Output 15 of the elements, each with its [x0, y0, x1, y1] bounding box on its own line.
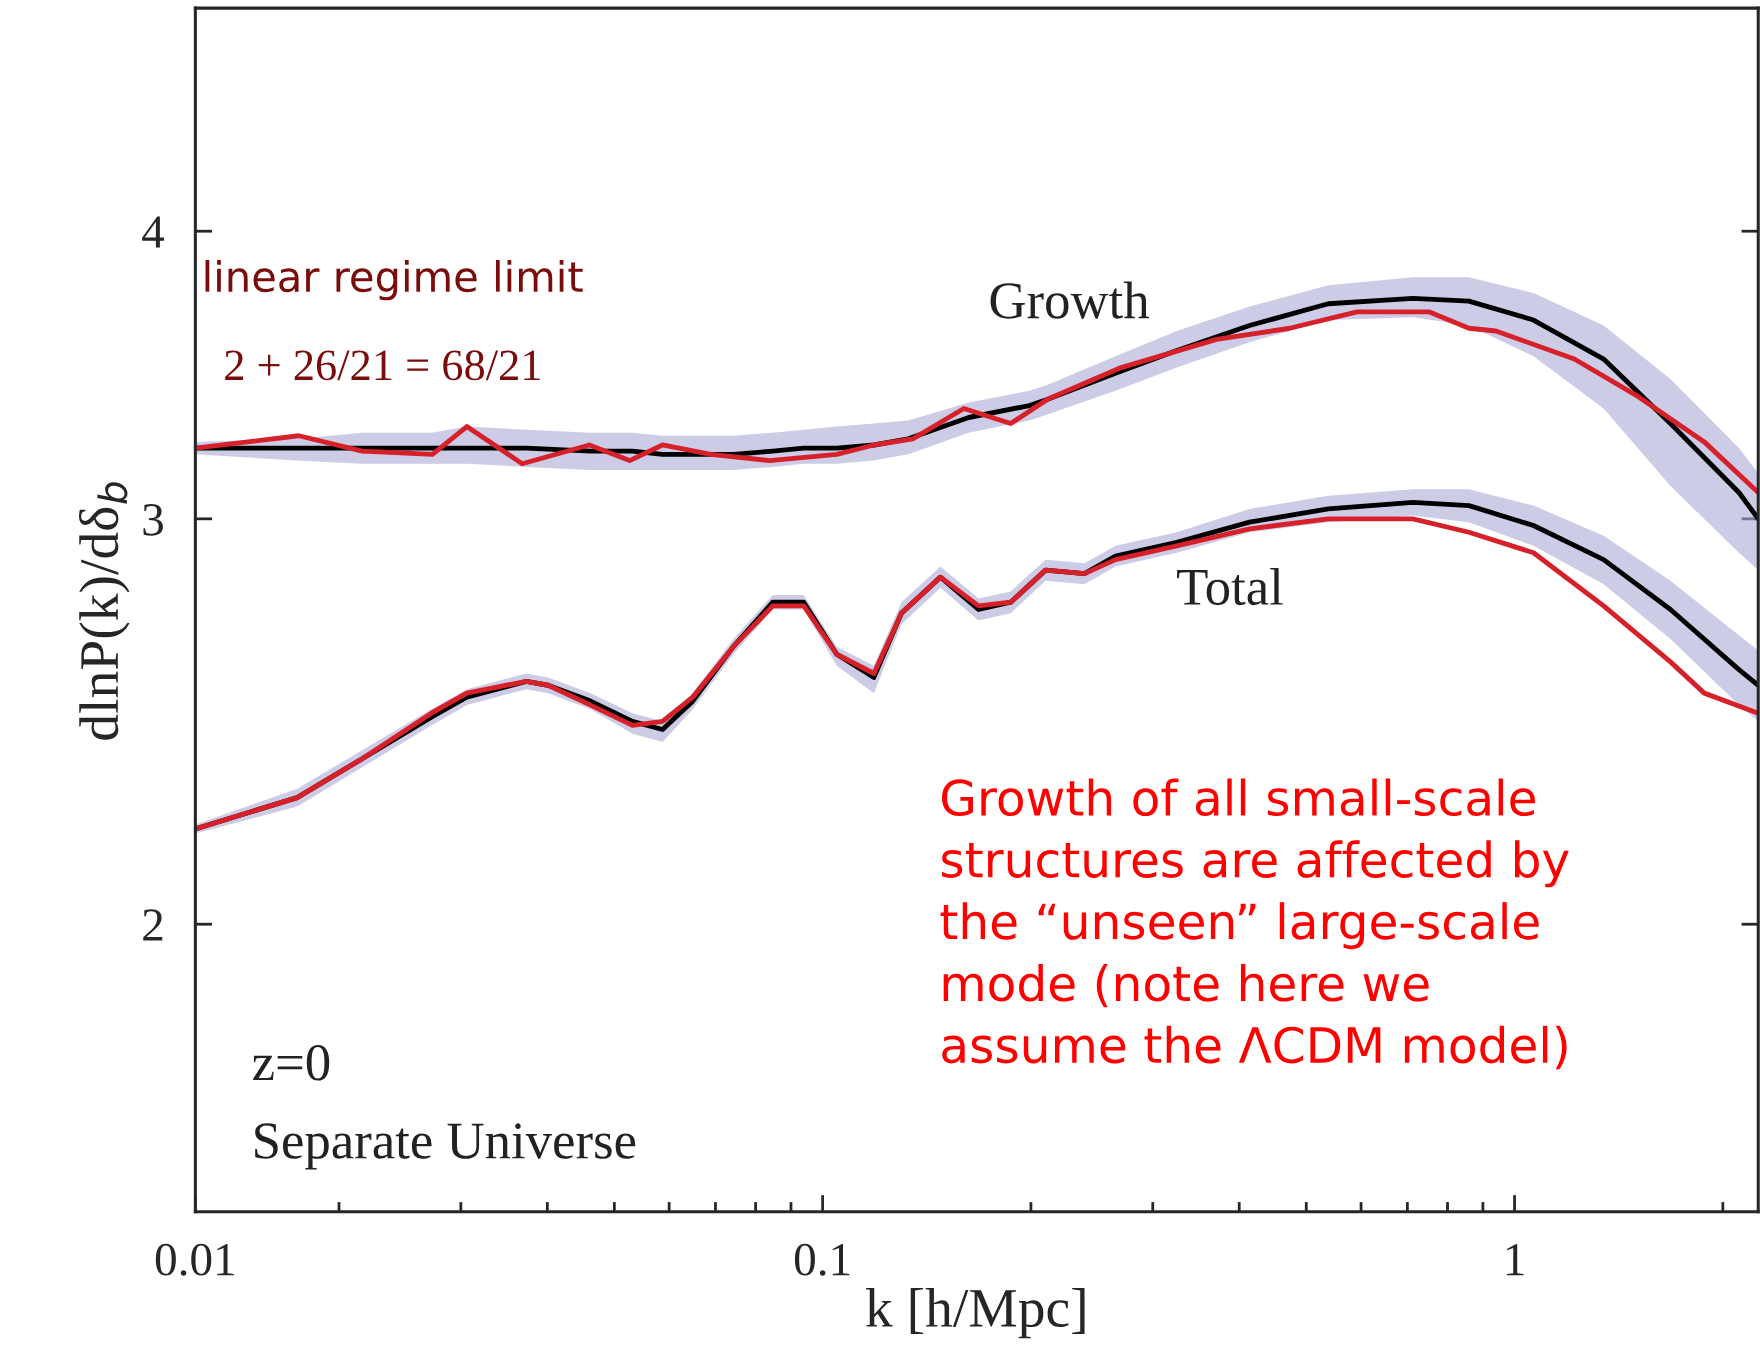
annotation: 2 + 26/21 = 68/21 — [225, 350, 540, 381]
annotation: Separate Universe — [255, 1123, 636, 1170]
y-tick-label: 3 — [143, 503, 163, 536]
annotation: Growth — [990, 281, 1149, 319]
y-axis-title: dlnP(k)/dδ$_{b}$ — [78, 482, 130, 740]
x-tick-label: 1 — [1506, 1243, 1524, 1276]
x-axis-title: k [h/Mpc] — [866, 1287, 1085, 1339]
annotation: Total — [1177, 567, 1283, 606]
annotation: linear regime limit — [205, 260, 583, 301]
x-tick-label: 0.01 — [155, 1243, 234, 1276]
annotation: Growth of all small-scale structures are affected by the “unseen” large-scale mode (note here we assume the ΛCDM model) — [940, 778, 1569, 1070]
x-tick-label: 0.1 — [794, 1243, 850, 1276]
y-tick-label: 2 — [143, 909, 163, 941]
annotation: z=0 — [253, 1044, 330, 1081]
y-tick-label: 4 — [142, 216, 165, 248]
